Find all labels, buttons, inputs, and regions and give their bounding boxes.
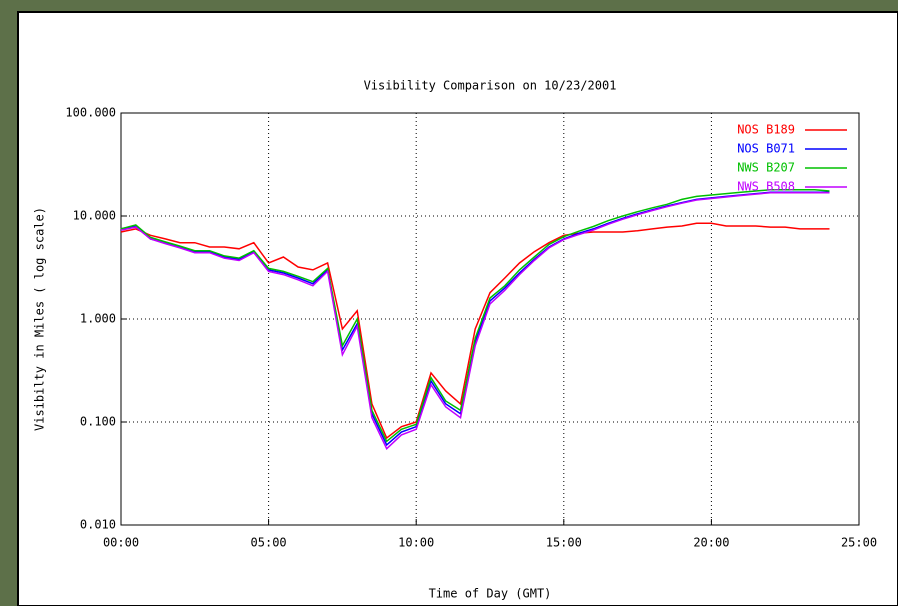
series-line [120, 192, 830, 450]
chart-title: Visibility Comparison on 10/23/2001 [364, 79, 617, 93]
y-tick-label: 1.000 [80, 312, 116, 326]
y-tick-label: 10.000 [73, 209, 116, 223]
y-axis-label: Visibilty in Miles ( log scale) [33, 207, 47, 431]
y-tick-label: 0.100 [80, 415, 116, 429]
x-tick-label: 20:00 [693, 536, 729, 550]
plot-frame [120, 112, 860, 526]
x-tick-label: 10:00 [398, 536, 434, 550]
legend-label: NWS B508 [737, 180, 795, 194]
x-tick-label: 15:00 [546, 536, 582, 550]
y-tick-label: 0.010 [80, 518, 116, 532]
panel [17, 11, 898, 606]
legend-label: NOS B071 [737, 142, 795, 156]
legend-label: NWS B207 [737, 161, 795, 175]
x-axis-label: Time of Day (GMT) [429, 587, 552, 601]
series-line [120, 188, 830, 443]
series-line [120, 222, 830, 440]
x-tick-label: 25:00 [841, 536, 877, 550]
legend-label: NOS B189 [737, 123, 795, 137]
x-tick-label: 05:00 [251, 536, 287, 550]
y-tick-label: 100.000 [65, 106, 116, 120]
x-tick-label: 00:00 [103, 536, 139, 550]
